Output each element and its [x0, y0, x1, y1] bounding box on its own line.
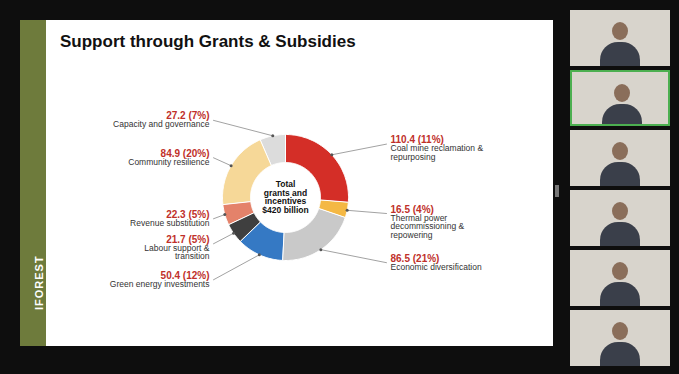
svg-text:Labour support &transition: Labour support &transition [144, 243, 210, 262]
svg-text:Green energy investments: Green energy investments [110, 279, 210, 289]
svg-text:Community resilience: Community resilience [128, 157, 210, 167]
svg-text:86.5 (21%): 86.5 (21%) [390, 252, 440, 264]
svg-text:84.9 (20%): 84.9 (20%) [160, 147, 210, 159]
svg-text:22.3 (5%): 22.3 (5%) [166, 208, 210, 220]
svg-text:50.4 (12%): 50.4 (12%) [160, 269, 210, 281]
svg-text:21.7 (5%): 21.7 (5%) [166, 233, 210, 245]
svg-text:110.4 (11%): 110.4 (11%) [390, 134, 444, 146]
svg-text:Totalgrants andincentives$420: Totalgrants andincentives$420 billion [262, 179, 308, 215]
svg-text:Capacity and governance: Capacity and governance [113, 119, 210, 129]
svg-text:Coal mine reclamation &repurpo: Coal mine reclamation &repurposing [391, 143, 484, 162]
svg-text:Economic diversification: Economic diversification [391, 262, 482, 272]
html-text:IFOREST: IFOREST [33, 255, 45, 310]
svg-text:16.5 (4%): 16.5 (4%) [390, 203, 434, 215]
svg-text:Revenue substitution: Revenue substitution [130, 218, 210, 228]
svg-text:Thermal powerdecommissioning &: Thermal powerdecommissioning &repowering [391, 213, 465, 240]
html-text:Support through Grants & Subsi: Support through Grants & Subsidies [60, 32, 356, 51]
svg-text:27.2 (7%): 27.2 (7%) [166, 110, 210, 122]
